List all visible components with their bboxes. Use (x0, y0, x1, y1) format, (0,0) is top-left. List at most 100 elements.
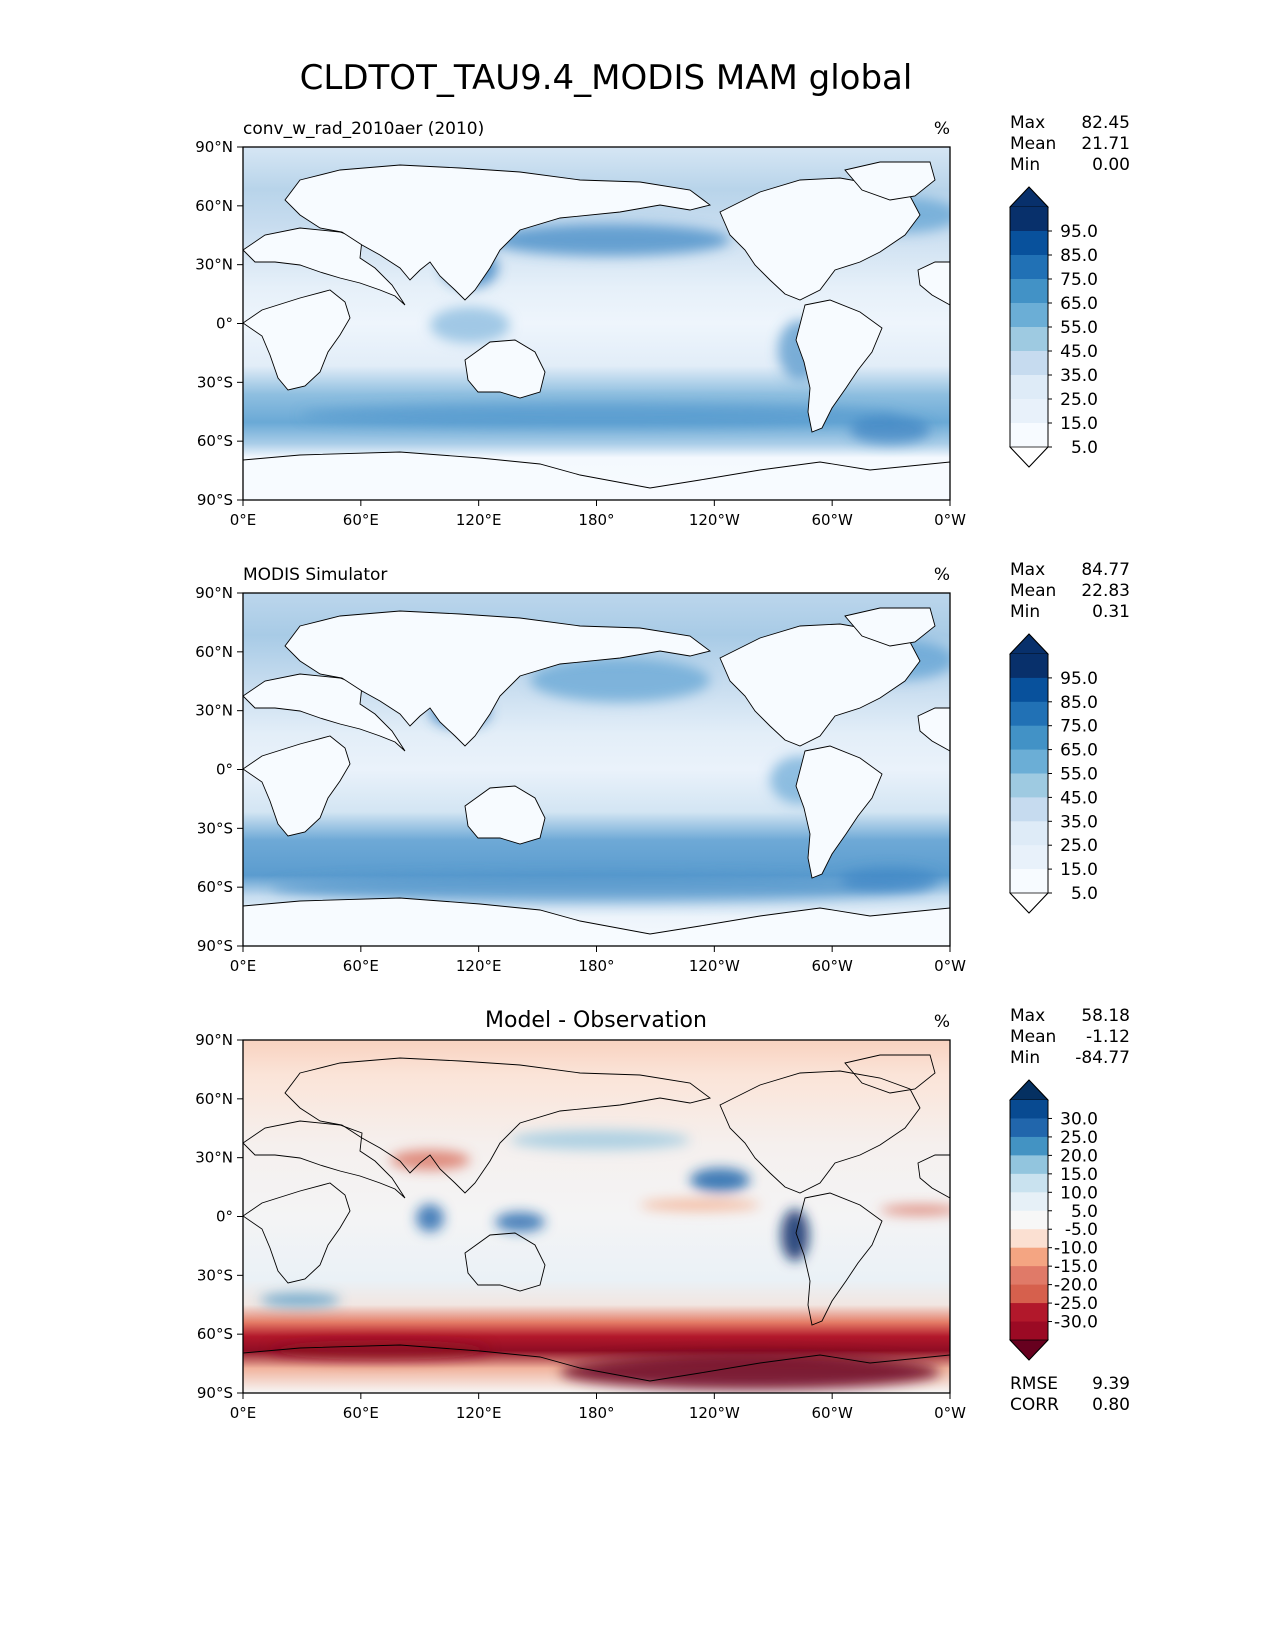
x-tick-label: 180° (578, 957, 614, 975)
panel-title-left: conv_w_rad_2010aer (2010) (243, 119, 484, 139)
colorbar-tick-label: 95.0 (1060, 669, 1098, 689)
colorbar-tick-label: -5.0 (1065, 1220, 1098, 1240)
y-tick-label: 30°N (195, 256, 233, 274)
colorbar-segment (1010, 1303, 1048, 1323)
colorbar-segment (1010, 1321, 1048, 1341)
colorbar-tick-label: 15.0 (1060, 860, 1098, 880)
colorbar-tick-label: 65.0 (1060, 294, 1098, 314)
colorbar-tick-label: 25.0 (1060, 836, 1098, 856)
colorbar-tick-label: 25.0 (1060, 1128, 1098, 1148)
colorbar-tick-label: 55.0 (1060, 318, 1098, 338)
panel-test: conv_w_rad_2010aer (2010) % (195, 119, 966, 529)
coastlines (243, 1054, 950, 1382)
colorbar-segment (1010, 279, 1048, 304)
stat-label: Min (1010, 1048, 1040, 1068)
stat-value: -1.12 (1086, 1027, 1130, 1047)
map-field (243, 593, 950, 946)
colorbar-tick-label: 5.0 (1071, 884, 1098, 904)
stat-value: 0.31 (1092, 602, 1130, 622)
y-tick-label: 30°S (197, 819, 233, 837)
stat-value: 0.00 (1092, 155, 1130, 175)
colorbar: 30.025.020.015.010.05.0-5.0-10.0-15.0-20… (1009, 1079, 1098, 1361)
stat-value: 58.18 (1081, 1006, 1130, 1026)
x-tick-label: 120°E (456, 511, 502, 529)
colorbar-segment (1010, 255, 1048, 280)
colorbar-segment (1010, 1284, 1048, 1304)
colorbar-segment (1010, 654, 1048, 679)
stat-value: 22.83 (1081, 581, 1130, 601)
panel-units: % (934, 119, 950, 139)
y-tick-label: 30°S (197, 1266, 233, 1284)
colorbar-segment (1010, 207, 1048, 232)
colorbar-segment (1010, 1173, 1048, 1193)
x-tick-label: 60°W (811, 511, 853, 529)
colorbar-tick-label: 45.0 (1060, 788, 1098, 808)
metric-label: CORR (1010, 1395, 1059, 1415)
colorbar-tick-label: 10.0 (1060, 1183, 1098, 1203)
y-tick-label: 30°S (197, 373, 233, 391)
colorbar-segment (1010, 351, 1048, 376)
stat-label: Mean (1010, 581, 1056, 601)
colorbar-tick-label: 45.0 (1060, 342, 1098, 362)
colorbar-tick-label: -25.0 (1054, 1294, 1098, 1314)
colorbar-segment (1010, 1229, 1048, 1249)
colorbar-extend-bottom (1009, 892, 1049, 914)
stat-label: Max (1010, 113, 1045, 133)
y-tick-label: 60°N (195, 197, 233, 215)
colorbar-extend-bottom (1009, 1339, 1049, 1361)
stat-label: Min (1010, 602, 1040, 622)
stat-label: Mean (1010, 1027, 1056, 1047)
stat-label: Max (1010, 1006, 1045, 1026)
panel-units: % (934, 565, 950, 585)
y-tick-label: 0° (216, 1208, 233, 1226)
panel-title-center: Model - Observation (485, 1008, 707, 1033)
colorbar-tick-label: 5.0 (1071, 438, 1098, 458)
colorbar-tick-label: 65.0 (1060, 741, 1098, 761)
x-tick-label: 120°E (456, 957, 502, 975)
panel-title-left: MODIS Simulator (243, 565, 387, 585)
colorbar-segment (1010, 797, 1048, 822)
x-tick-label: 0°W (934, 511, 966, 529)
x-tick-label: 120°E (456, 1404, 502, 1422)
y-tick-label: 60°S (197, 1325, 233, 1343)
y-tick-label: 90°N (195, 1031, 233, 1049)
colorbar: 95.0 85.0 75.0 65.0 55.0 45.0 35.0 25.0 15.0 5.0 (1009, 186, 1098, 468)
colorbar-segment (1010, 821, 1048, 846)
colorbar-tick-label: -20.0 (1054, 1276, 1098, 1296)
x-tick-label: 60°E (343, 957, 379, 975)
x-tick-label: 0°E (230, 957, 257, 975)
colorbar-tick-label: 20.0 (1060, 1146, 1098, 1166)
colorbar-tick-label: 35.0 (1060, 366, 1098, 386)
colorbar-tick-label: 85.0 (1060, 246, 1098, 266)
x-tick-label: 120°W (689, 1404, 740, 1422)
y-tick-label: 90°N (195, 138, 233, 156)
colorbar-segment (1010, 231, 1048, 256)
colorbar-segment (1010, 327, 1048, 352)
colorbar-extend-top (1009, 633, 1049, 655)
x-tick-label: 60°E (343, 511, 379, 529)
map-field (243, 147, 950, 500)
y-tick-label: 30°N (195, 1149, 233, 1167)
colorbar-segment (1010, 869, 1048, 894)
metric-value: 0.80 (1092, 1395, 1130, 1415)
x-tick-label: 0°E (230, 511, 257, 529)
x-tick-label: 60°E (343, 1404, 379, 1422)
x-tick-label: 120°W (689, 957, 740, 975)
colorbar-tick-label: -15.0 (1054, 1257, 1098, 1277)
colorbar-tick-label: 25.0 (1060, 390, 1098, 410)
colorbar: 95.0 85.0 75.0 65.0 55.0 45.0 35.0 25.0 15.0 5.0 (1009, 633, 1098, 914)
colorbar-tick-label: 55.0 (1060, 765, 1098, 785)
y-tick-label: 90°N (195, 584, 233, 602)
stat-value: 21.71 (1081, 134, 1130, 154)
colorbar-tick-label: 75.0 (1060, 717, 1098, 737)
y-tick-label: 60°N (195, 643, 233, 661)
x-tick-label: 180° (578, 1404, 614, 1422)
y-tick-label: 0° (216, 761, 233, 779)
metric-value: 9.39 (1092, 1374, 1130, 1394)
colorbar-segment (1010, 1136, 1048, 1156)
colorbar-segment (1010, 701, 1048, 727)
x-tick-label: 0°W (934, 1404, 966, 1422)
colorbar-segment (1010, 375, 1048, 400)
colorbar-segment (1010, 1100, 1048, 1119)
stat-value: 82.45 (1081, 113, 1130, 133)
